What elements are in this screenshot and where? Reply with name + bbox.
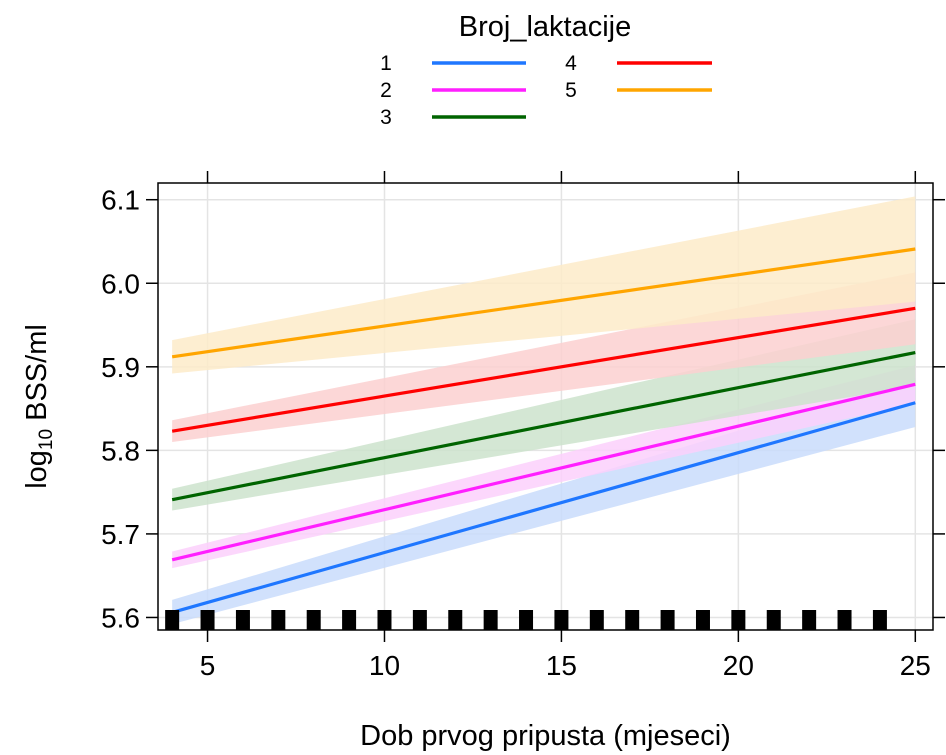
rug-marks bbox=[165, 610, 887, 630]
series-lines bbox=[171, 247, 916, 614]
legend-label-2: 2 bbox=[380, 79, 392, 102]
series-line-5 bbox=[171, 247, 916, 359]
rug-mark bbox=[837, 610, 852, 630]
y-tick-label: 5.6 bbox=[101, 602, 140, 633]
rug-mark bbox=[872, 610, 887, 630]
legend: Broj_laktacije 1 2 3 4 5 bbox=[380, 11, 712, 129]
series-line-2 bbox=[171, 382, 916, 562]
rug-mark bbox=[625, 610, 640, 630]
rug-mark bbox=[200, 610, 215, 630]
legend-label-3: 3 bbox=[380, 106, 392, 129]
legend-title: Broj_laktacije bbox=[459, 11, 631, 43]
y-axis-title-main: log bbox=[21, 450, 53, 489]
y-tick-label: 6.0 bbox=[101, 268, 140, 299]
x-tick-label: 10 bbox=[369, 650, 400, 681]
rug-mark bbox=[377, 610, 392, 630]
legend-label-5: 5 bbox=[565, 79, 577, 102]
legend-label-1: 1 bbox=[380, 52, 392, 75]
rug-mark bbox=[271, 610, 286, 630]
legend-label-4: 4 bbox=[565, 52, 577, 75]
rug-mark bbox=[412, 610, 427, 630]
rug-mark bbox=[695, 610, 710, 630]
rug-mark bbox=[554, 610, 569, 630]
series-line-1 bbox=[171, 401, 916, 614]
rug-mark bbox=[802, 610, 817, 630]
plot-frame bbox=[157, 182, 934, 631]
y-tick-label: 5.7 bbox=[101, 519, 140, 550]
x-tick-label: 25 bbox=[900, 650, 931, 681]
series-line-4 bbox=[171, 306, 916, 433]
rug-mark bbox=[660, 610, 675, 630]
x-tick-label: 15 bbox=[546, 650, 577, 681]
rug-mark bbox=[235, 610, 250, 630]
rug-mark bbox=[766, 610, 781, 630]
y-tick-label: 5.9 bbox=[101, 352, 140, 383]
rug-mark bbox=[342, 610, 357, 630]
y-tick-label: 6.1 bbox=[101, 185, 140, 216]
rug-mark bbox=[731, 610, 746, 630]
rug-mark bbox=[306, 610, 321, 630]
x-tick-label: 20 bbox=[723, 650, 754, 681]
rug-mark bbox=[448, 610, 463, 630]
rug-mark bbox=[483, 610, 498, 630]
rug-mark bbox=[165, 610, 180, 630]
x-axis-title: Dob prvog pripusta (mjeseci) bbox=[360, 720, 731, 752]
x-tick-label: 5 bbox=[200, 650, 216, 681]
rug-mark bbox=[589, 610, 604, 630]
y-axis-title: log10 BSS/ml bbox=[21, 324, 57, 489]
y-axis-title-subscript: 10 bbox=[36, 429, 57, 450]
rug-mark bbox=[519, 610, 534, 630]
series-line-3 bbox=[171, 351, 916, 502]
y-axis-title-rest: BSS/ml bbox=[21, 324, 53, 429]
axes: 5 10 15 20 25 5.6 5.7 5.8 5.9 6.0 6.1 bbox=[101, 171, 945, 681]
y-tick-label: 5.8 bbox=[101, 435, 140, 466]
